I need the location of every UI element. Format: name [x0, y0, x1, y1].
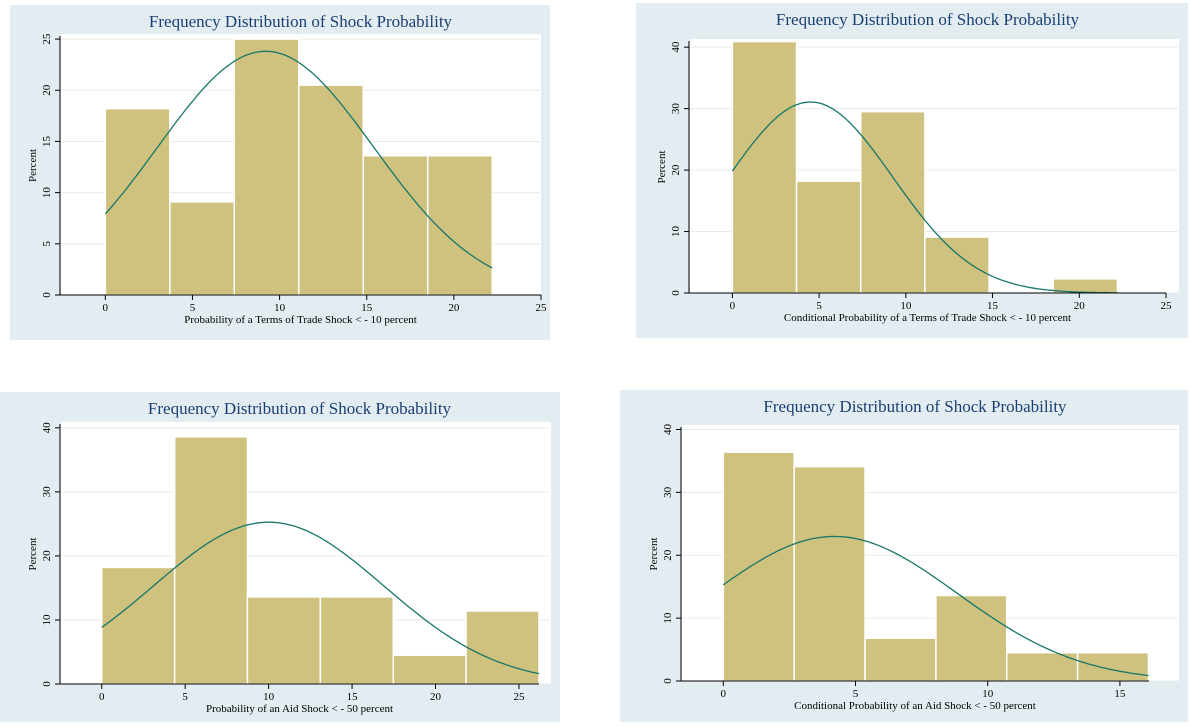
bar: [859, 110, 926, 294]
y-tick-label: 10: [41, 187, 53, 199]
chart-panel: Frequency Distribution of Shock Probabil…: [620, 390, 1188, 722]
y-tick-label: 25: [41, 33, 53, 45]
bar: [169, 201, 236, 296]
x-axis-label: Probability of a Terms of Trade Shock < …: [184, 314, 417, 326]
chart-title: Frequency Distribution of Shock Probabil…: [776, 10, 1080, 29]
y-tick-label: 20: [41, 84, 53, 96]
y-tick-label: 10: [662, 612, 674, 624]
normal-curve: [722, 535, 1149, 677]
x-tick-label: 20: [430, 691, 442, 703]
bar: [233, 38, 300, 296]
y-axis-label: Percent: [27, 538, 39, 571]
y-tick-label: 0: [670, 290, 682, 296]
x-tick-label: 10: [982, 688, 994, 700]
y-tick-label: 0: [662, 678, 674, 684]
y-tick-label: 20: [670, 164, 682, 176]
x-tick-label: 10: [900, 300, 912, 312]
y-tick-label: 20: [41, 550, 53, 562]
chart-panel: Frequency Distribution of Shock Probabil…: [636, 3, 1188, 338]
bar: [392, 654, 467, 685]
y-axis-label: Percent: [27, 149, 39, 182]
bar: [793, 465, 866, 682]
bar: [722, 451, 795, 682]
y-axis-label: Percent: [656, 151, 668, 184]
bar: [1076, 651, 1150, 682]
x-tick-label: 0: [721, 688, 727, 700]
y-tick-label: 30: [662, 486, 674, 498]
x-tick-label: 20: [448, 302, 460, 314]
bar: [298, 84, 364, 296]
y-tick-label: 40: [41, 422, 53, 434]
chart-title: Frequency Distribution of Shock Probabil…: [149, 12, 453, 31]
bar: [362, 155, 429, 296]
x-tick-label: 5: [182, 691, 188, 703]
chart-title: Frequency Distribution of Shock Probabil…: [763, 397, 1067, 416]
x-tick-label: 0: [730, 300, 736, 312]
normal-curve: [101, 521, 540, 675]
bar: [731, 40, 798, 294]
y-tick-label: 0: [41, 681, 53, 687]
bar: [795, 180, 862, 294]
y-tick-label: 10: [41, 614, 53, 626]
y-tick-label: 30: [41, 486, 53, 498]
normal-curve: [104, 50, 493, 269]
chart-panel: Frequency Distribution of Shock Probabil…: [10, 5, 550, 340]
x-tick-label: 25: [513, 691, 525, 703]
normal-curve: [731, 101, 1118, 294]
x-axis-label: Probability of an Aid Shock < - 50 perce…: [206, 703, 393, 715]
x-tick-label: 0: [99, 691, 105, 703]
x-tick-label: 10: [274, 302, 286, 314]
bar: [100, 566, 176, 685]
x-tick-label: 25: [536, 302, 548, 314]
chart-title: Frequency Distribution of Shock Probabil…: [148, 399, 452, 418]
y-tick-label: 30: [670, 103, 682, 115]
y-tick-label: 0: [41, 292, 53, 298]
y-tick-label: 10: [670, 226, 682, 238]
x-tick-label: 20: [1074, 300, 1086, 312]
bar: [864, 637, 937, 682]
x-tick-label: 0: [103, 302, 109, 314]
x-tick-label: 10: [263, 691, 275, 703]
y-tick-label: 20: [662, 549, 674, 561]
y-axis-label: Percent: [648, 538, 660, 571]
x-axis-label: Conditional Probability of an Aid Shock …: [794, 700, 1036, 712]
x-tick-label: 15: [361, 302, 373, 314]
bar: [246, 596, 322, 685]
bar: [924, 236, 990, 294]
x-tick-label: 15: [987, 300, 999, 312]
y-tick-label: 40: [670, 41, 682, 53]
y-tick-label: 5: [41, 241, 53, 247]
bar: [935, 594, 1008, 682]
bar: [426, 155, 493, 296]
x-tick-label: 25: [1161, 300, 1173, 312]
x-tick-label: 5: [816, 300, 822, 312]
y-tick-label: 15: [41, 135, 53, 147]
y-tick-label: 40: [662, 424, 674, 436]
x-tick-label: 15: [1114, 688, 1126, 700]
chart-panel: Frequency Distribution of Shock Probabil…: [0, 392, 560, 722]
x-tick-label: 5: [853, 688, 859, 700]
x-tick-label: 5: [190, 302, 196, 314]
x-axis-label: Conditional Probability of a Terms of Tr…: [784, 312, 1071, 324]
bar: [319, 596, 395, 685]
bar: [465, 610, 540, 685]
bar: [173, 436, 249, 685]
x-tick-label: 15: [347, 691, 359, 703]
bar: [104, 107, 171, 296]
